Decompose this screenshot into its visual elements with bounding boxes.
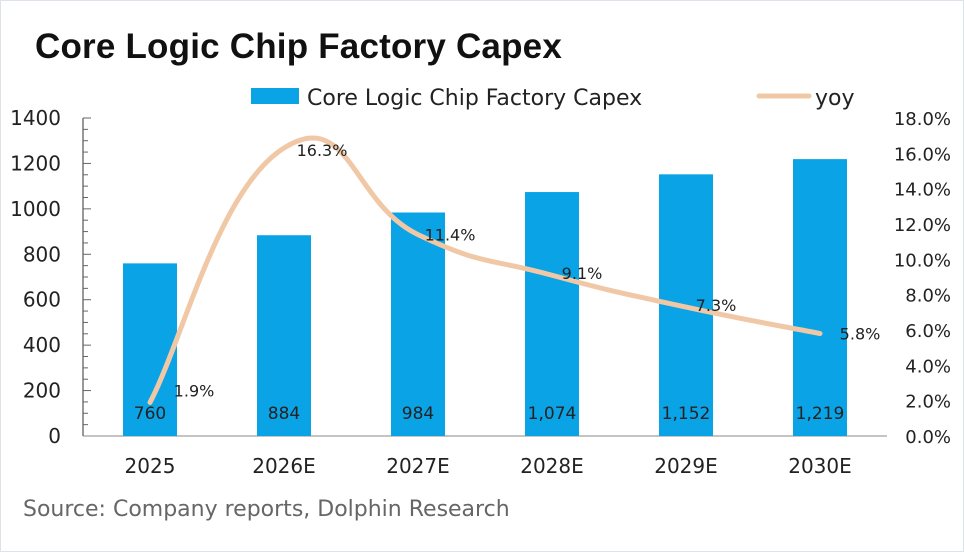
bar-2027E [391, 212, 445, 436]
right-axis-tick-label: 12.0% [894, 215, 951, 236]
yoy-data-label: 1.9% [174, 381, 215, 400]
yoy-data-label: 16.3% [297, 141, 348, 160]
right-axis-tick-label: 8.0% [905, 286, 951, 307]
bar-data-label: 1,152 [662, 404, 711, 424]
bar-data-label: 884 [268, 404, 300, 424]
left-axis-tick-label: 400 [23, 333, 61, 357]
right-axis-tick-label: 2.0% [905, 392, 951, 413]
x-axis-tick-label: 2030E [788, 454, 852, 478]
x-axis-tick-label: 2027E [386, 454, 450, 478]
legend-bar-label: Core Logic Chip Factory Capex [307, 86, 642, 111]
yoy-data-label: 11.4% [425, 226, 476, 245]
right-axis-tick-label: 16.0% [894, 144, 951, 165]
legend-line-label: yoy [815, 86, 855, 111]
x-axis-tick-label: 2029E [654, 454, 718, 478]
bar-data-label: 1,074 [528, 404, 577, 424]
left-axis-tick-label: 600 [23, 288, 61, 312]
right-axis-tick-label: 10.0% [894, 250, 951, 271]
right-axis-tick-label: 4.0% [905, 356, 951, 377]
yoy-line [147, 135, 823, 405]
x-axis-tick-label: 2028E [520, 454, 584, 478]
yoy-data-label: 9.1% [562, 264, 603, 283]
bar-2030E [793, 159, 847, 436]
bar-2026E [257, 235, 311, 436]
bar-data-label: 984 [402, 404, 434, 424]
left-axis-tick-label: 1200 [10, 151, 61, 175]
x-axis-tick-label: 2026E [252, 454, 316, 478]
bar-2025 [123, 263, 177, 436]
right-axis-tick-label: 14.0% [894, 180, 951, 201]
left-axis-tick-label: 1000 [10, 197, 61, 221]
right-axis-tick-label: 6.0% [905, 321, 951, 342]
yoy-data-label: 7.3% [696, 296, 737, 315]
left-axis-tick-label: 0 [48, 424, 61, 448]
right-axis-tick-label: 0.0% [905, 427, 951, 448]
yoy-data-label: 5.8% [840, 325, 881, 344]
right-axis-tick-label: 18.0% [894, 109, 951, 130]
left-axis-tick-label: 800 [23, 242, 61, 266]
bar-data-label: 1,219 [796, 404, 845, 424]
source-note: Source: Company reports, Dolphin Researc… [23, 497, 510, 522]
bar-data-label: 760 [134, 404, 166, 424]
legend-bar-swatch [251, 88, 299, 104]
left-axis-tick-label: 1400 [10, 106, 61, 130]
x-axis-tick-label: 2025 [125, 454, 176, 478]
bar-2028E [525, 192, 579, 436]
chart-title: Core Logic Chip Factory Capex [35, 27, 563, 66]
left-axis-tick-label: 200 [23, 379, 61, 403]
